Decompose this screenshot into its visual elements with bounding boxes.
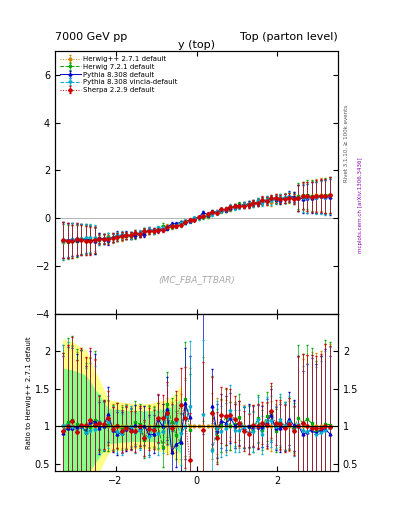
Text: Rivet 3.1.10, ≥ 100k events: Rivet 3.1.10, ≥ 100k events [344,105,349,182]
Text: 7000 GeV pp: 7000 GeV pp [55,32,127,42]
Text: mcplots.cern.ch [arXiv:1306.3436]: mcplots.cern.ch [arXiv:1306.3436] [358,157,363,252]
Title: y (top): y (top) [178,40,215,50]
Y-axis label: Ratio to Herwig++ 2.7.1 default: Ratio to Herwig++ 2.7.1 default [26,336,32,449]
Text: Top (parton level): Top (parton level) [240,32,338,42]
Legend: Herwig++ 2.7.1 default, Herwig 7.2.1 default, Pythia 8.308 default, Pythia 8.308: Herwig++ 2.7.1 default, Herwig 7.2.1 def… [59,55,179,94]
Text: (MC_FBA_TTBAR): (MC_FBA_TTBAR) [158,275,235,284]
